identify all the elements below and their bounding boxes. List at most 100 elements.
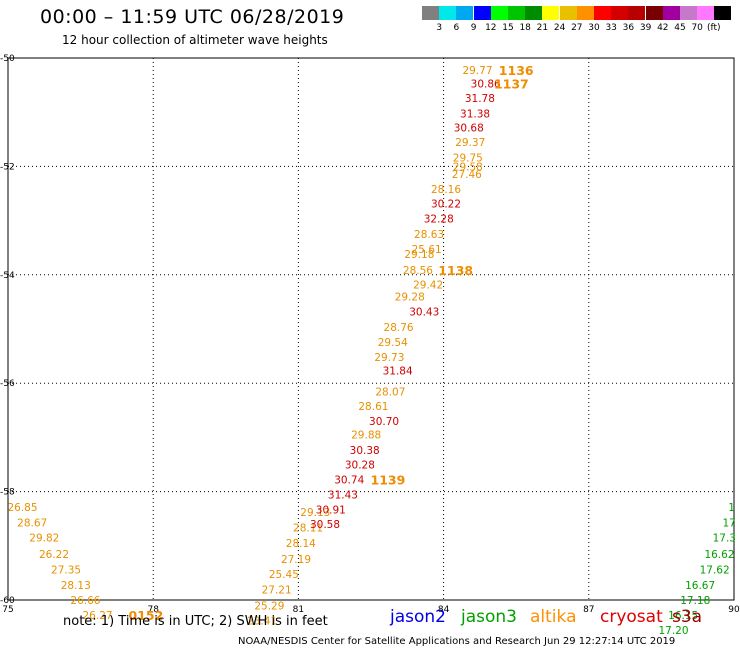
wave-height-label: 30.22 [431,198,461,210]
wave-height-label: 29.88 [351,430,381,442]
wave-height-label: 28.76 [384,322,414,334]
wave-height-label: 25.45 [269,569,299,581]
colorbar-swatch [594,6,611,20]
y-tick-label: -54 [0,271,15,281]
wave-height-label: 27.46 [452,169,482,181]
wave-height-label: 25.29 [254,600,284,612]
wave-height-label: 17.3 [713,533,736,545]
wave-height-label: 31.43 [328,489,358,501]
wave-height-label: 29.75 [453,153,483,165]
colorbar-label: 3 [436,23,443,33]
footer-note: note: 1) Time is in UTC; 2) SWH is in fe… [63,614,328,629]
colorbar-label: 45 [674,23,686,33]
x-tick-label: 87 [583,605,594,615]
colorbar-swatch [611,6,629,20]
wave-height-label: 16.62 [704,549,734,561]
wave-height-label: 31.84 [383,366,413,378]
colorbar-swatch [576,6,594,20]
colorbar-swatch [680,6,697,20]
wave-height-label: 26.27 [83,610,113,622]
wave-height-label: 29.42 [413,280,443,292]
y-tick-label: -50 [0,54,15,64]
colorbar-label: 15 [502,23,514,33]
wave-height-label: 28.11 [293,522,323,534]
wave-height-label: 28.63 [414,229,444,241]
wave-height-label: 30.38 [350,445,380,457]
wave-height-label: 29.18 [404,249,434,261]
chart-title: 00:00 – 11:59 UTC 06/28/2019 [40,6,345,28]
wave-height-label: 16.15 [668,610,698,622]
wave-height-label: 17.18 [680,595,710,607]
legend-s3a: s3a [672,607,703,627]
colorbar-label: 21 [536,23,549,33]
colorbar-swatch [645,6,663,20]
wave-height-label: 32.28 [424,213,454,225]
colorbar-swatch [697,6,715,20]
wave-height-label: 30.43 [409,307,439,319]
colorbar-swatch [714,6,732,20]
colorbar-swatch [542,6,560,20]
wave-height-label: 26.85 [7,502,37,514]
x-tick-label: 78 [147,605,159,615]
colorbar-swatch [490,6,508,20]
colorbar-swatch [508,6,525,20]
plot-frame [7,57,735,601]
colorbar-label: 6 [453,23,460,33]
wave-height-label: 17.20 [658,625,688,637]
colorbar-swatch [525,6,543,20]
wave-height-label: 30.58 [310,519,340,531]
y-tick-label: -56 [0,379,15,389]
wave-height-label: 26.22 [39,549,69,561]
wave-height-label: 28.14 [286,538,316,550]
legend-jason2: jason2 [390,607,446,627]
colorbar-label: 9 [470,23,477,33]
colorbar-label: 27 [571,23,583,33]
wave-height-label: 29.37 [455,137,485,149]
wave-height-label: 27.35 [51,565,81,577]
chart-subtitle: 12 hour collection of altimeter wave hei… [62,33,328,47]
wave-height-label: 29.58 [453,161,483,173]
legend-jason3: jason3 [461,607,517,627]
wave-height-label: 28.16 [431,184,461,196]
legend-cryosat: cryosat [600,607,663,627]
time-label: 1138 [438,263,473,278]
wave-height-label: 1 [728,502,735,514]
colorbar-label: 12 [485,23,497,33]
footer-credit: NOAA/NESDIS Center for Satellite Applica… [238,636,676,647]
wave-height-label: 28.13 [61,580,91,592]
wave-height-label: 30.68 [454,122,484,134]
colorbar-label: 36 [622,23,635,33]
x-tick-label: 75 [2,605,13,615]
colorbar-label: 30 [588,23,600,33]
wave-height-label: 29.82 [29,533,59,545]
x-tick-label: 90 [728,605,740,615]
colorbar-label: 39 [639,23,652,33]
colorbar-label: 24 [553,23,566,33]
wave-height-label: 29.28 [395,291,425,303]
x-tick-label: 81 [293,605,304,615]
wave-height-label: 17.62 [700,565,730,577]
wave-height-label: 30.74 [334,475,364,487]
colorbar-label: 42 [657,23,669,33]
wave-height-label: 29.73 [374,352,404,364]
time-label: 1137 [494,76,529,91]
wave-height-label: 30.28 [345,460,375,472]
wave-height-label: 30.86 [471,78,501,90]
time-label: 1136 [499,63,534,78]
wave-height-label: 27.19 [281,554,311,566]
wave-height-label: 28.07 [375,386,405,398]
colorbar-swatch [422,6,439,20]
wave-height-label: 29.77 [462,65,492,77]
colorbar-swatch [662,6,680,20]
wave-height-label: 28.56 [403,265,433,277]
wave-height-label: 26.66 [70,595,100,607]
colorbar-swatch [559,6,577,20]
legend-altika: altika [530,607,577,627]
x-tick-label: 84 [438,605,450,615]
colorbar-label: 33 [605,23,617,33]
y-tick-label: -52 [0,162,15,172]
y-tick-label: -58 [0,488,15,498]
time-label: 1139 [371,473,406,488]
wave-height-label: 28.67 [17,517,47,529]
